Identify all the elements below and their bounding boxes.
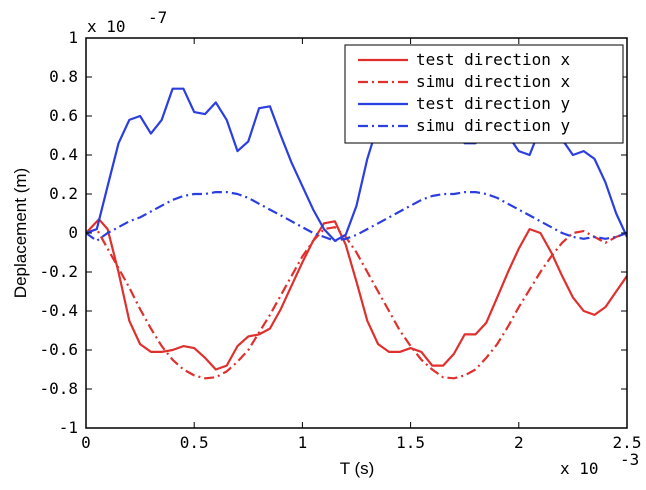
y-tick-label: -0.8 [39, 379, 78, 398]
y-tick-label: -0.2 [39, 262, 78, 281]
legend-box [344, 44, 624, 144]
x-tick-label: 1 [298, 433, 308, 452]
legend-label: test direction x [416, 50, 570, 69]
legend-label: simu direction x [416, 72, 570, 91]
y-multiplier-label: x 10 [87, 17, 126, 36]
series-line-simu-direction-x [86, 226, 627, 380]
y-tick-label: 0.8 [49, 67, 78, 86]
legend-label: test direction y [416, 94, 570, 113]
x-tick-label: 1.5 [396, 433, 425, 452]
legend-label: simu direction y [416, 116, 570, 135]
y-tick-label: 0 [68, 223, 78, 242]
x-tick-label: 0.5 [180, 433, 209, 452]
legend: test direction x simu direction x test dir… [344, 44, 624, 144]
series-line-test-direction-x [86, 218, 627, 371]
x-axis-ticks: 0 0.5 1 1.5 2 2.5 [81, 38, 641, 452]
x-multiplier-label: x 10 [560, 459, 599, 478]
x-axis-title: T (s) [340, 459, 375, 478]
y-tick-label: -0.6 [39, 340, 78, 359]
y-axis-ticks: -1 -0.8 -0.6 -0.4 -0.2 0 0.2 0.4 0.6 0.8 1 [39, 28, 627, 437]
series-line-simu-direction-y [86, 191, 627, 242]
y-tick-label: 0.2 [49, 184, 78, 203]
y-tick-label: -1 [59, 418, 78, 437]
y-tick-label: -0.4 [39, 301, 78, 320]
y-axis-title: Deplacement (m) [11, 168, 30, 298]
y-tick-label: 1 [68, 28, 78, 47]
y-tick-label: 0.6 [49, 106, 78, 125]
y-multiplier-exponent: -7 [148, 8, 167, 27]
x-tick-label: 0 [81, 433, 91, 452]
y-tick-label: 0.4 [49, 145, 78, 164]
x-multiplier-exponent: -3 [620, 450, 639, 469]
x-tick-label: 2 [514, 433, 524, 452]
x-tick-label: 2.5 [613, 433, 642, 452]
